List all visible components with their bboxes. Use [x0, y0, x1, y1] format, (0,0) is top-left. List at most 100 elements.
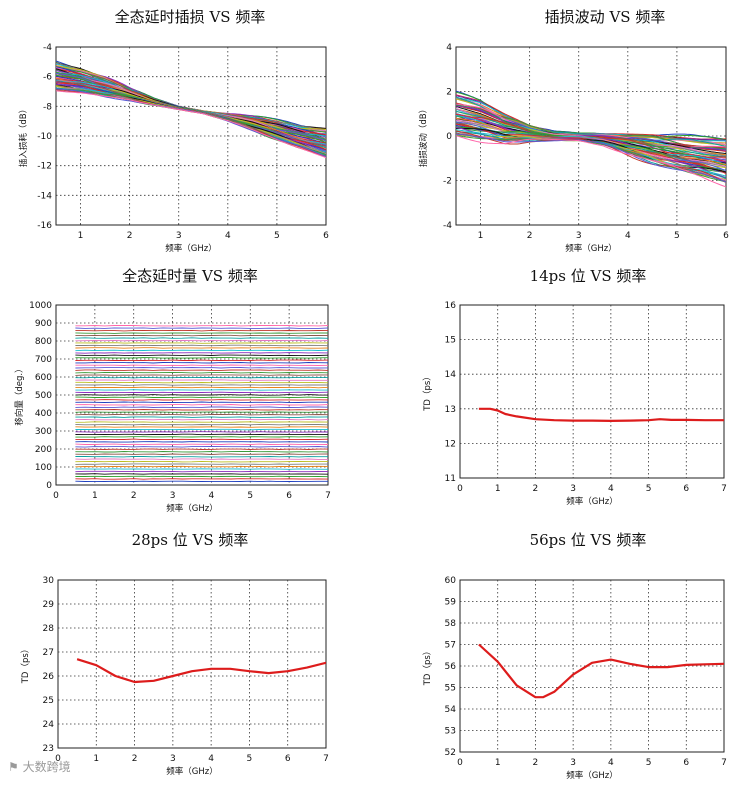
y-tick-label: 16 [445, 301, 457, 311]
series-line [75, 369, 328, 371]
x-tick-label: 0 [457, 484, 463, 494]
y-tick-label: 25 [43, 696, 54, 706]
y-tick-label: -16 [37, 221, 52, 231]
x-tick-label: 4 [209, 491, 215, 501]
series-line [75, 475, 328, 478]
series-line [75, 438, 328, 441]
y-tick-label: 1000 [29, 301, 52, 311]
series-line [75, 426, 328, 428]
y-tick-label: 0 [446, 132, 452, 142]
x-tick-label: 1 [478, 231, 484, 241]
y-tick-label: 600 [35, 373, 52, 383]
y-tick-label: 24 [43, 720, 55, 730]
x-tick-label: 2 [527, 231, 533, 241]
series-line [75, 433, 328, 436]
chart-c3: 全态延时量 VS 频率 0 1 2 3 4 5 6 7 0 100 200 300 400 500 600 70… [14, 267, 331, 514]
chart-c4: 14ps 位 VS 频率0 1 2 3 4 5 6 7111213141516频率（GHz）T… [422, 267, 727, 507]
x-tick-label: 4 [608, 758, 614, 768]
y-axis-label: 移向量（deg.） [14, 364, 25, 425]
y-axis-label: 插损波动（dB） [418, 105, 429, 167]
x-axis-label: 频率（GHz） [165, 243, 216, 254]
x-tick-label: 0 [457, 758, 463, 768]
series-line [75, 468, 328, 470]
series-line [478, 407, 724, 422]
x-tick-label: 0 [53, 491, 59, 501]
series-line [75, 413, 328, 416]
series-line [75, 339, 328, 342]
x-tick-label: 5 [646, 484, 652, 494]
y-tick-label: 26 [43, 672, 55, 682]
series-line [75, 396, 328, 399]
series-line [75, 423, 328, 426]
x-tick-label: 2 [533, 758, 539, 768]
series-line [75, 359, 328, 362]
series-line [75, 329, 328, 332]
series-line [75, 379, 328, 381]
y-tick-label: 12 [445, 439, 456, 449]
series-line [75, 362, 328, 364]
x-axis-label: 频率（GHz） [565, 243, 616, 254]
series-line [75, 451, 328, 453]
x-tick-label: 3 [170, 491, 176, 501]
series-line [75, 418, 328, 421]
x-tick-label: 3 [570, 758, 576, 768]
x-tick-label: 4 [225, 231, 231, 241]
series-line [75, 478, 328, 480]
series-line [75, 337, 328, 339]
x-tick-label: 5 [646, 758, 652, 768]
x-tick-label: 3 [170, 754, 176, 764]
x-tick-label: 6 [683, 758, 689, 768]
y-axis-label: TD（ps） [422, 647, 433, 687]
series-line [75, 463, 328, 465]
y-axis-label: TD（ps） [422, 372, 433, 412]
x-axis-label: 频率（GHz） [166, 503, 217, 514]
series-line [75, 384, 328, 386]
chart-title: 28ps 位 VS 频率 [132, 531, 249, 549]
x-tick-label: 6 [286, 491, 292, 501]
series-line [75, 394, 328, 396]
series-line [75, 364, 328, 366]
x-tick-label: 7 [323, 754, 329, 764]
y-tick-label: -10 [37, 132, 52, 142]
series-line [75, 352, 328, 354]
y-tick-label: -8 [43, 102, 52, 112]
x-tick-label: 3 [176, 231, 182, 241]
y-axis-label: 插入损耗（dB） [18, 105, 29, 167]
series-line [456, 135, 726, 188]
y-tick-label: 56 [445, 662, 457, 672]
y-tick-label: -4 [443, 221, 452, 231]
x-tick-label: 6 [723, 231, 729, 241]
plot-frame [459, 304, 725, 479]
series-line [75, 409, 328, 411]
series-line [456, 130, 726, 183]
x-tick-label: 4 [625, 231, 631, 241]
series-line [75, 399, 328, 401]
y-tick-label: 52 [445, 748, 456, 758]
series-group [76, 658, 326, 684]
y-tick-label: -4 [43, 43, 52, 53]
series-line [478, 643, 724, 699]
y-tick-label: 100 [35, 463, 52, 473]
series-line [75, 441, 328, 443]
series-line [75, 342, 328, 344]
y-tick-label: 57 [445, 641, 456, 651]
series-line [56, 90, 326, 159]
series-line [75, 332, 328, 334]
series-line [75, 347, 328, 349]
y-tick-label: 30 [43, 576, 55, 586]
y-tick-label: 14 [445, 370, 457, 380]
y-tick-label: 400 [35, 409, 52, 419]
y-tick-label: -2 [443, 177, 452, 187]
series-line [75, 453, 328, 455]
y-tick-label: 900 [35, 319, 52, 329]
series-line [75, 367, 328, 369]
series-line [76, 658, 326, 684]
y-tick-label: -12 [37, 162, 52, 172]
x-tick-label: 7 [325, 491, 331, 501]
x-tick-label: 5 [247, 491, 253, 501]
x-axis-label: 频率（GHz） [566, 496, 617, 507]
plot-frame [57, 579, 327, 749]
chart-c5: 28ps 位 VS 频率0 1 2 3 4 5 6 72324252627282930频率（G… [20, 531, 329, 777]
x-axis-label: 频率（GHz） [166, 766, 217, 777]
